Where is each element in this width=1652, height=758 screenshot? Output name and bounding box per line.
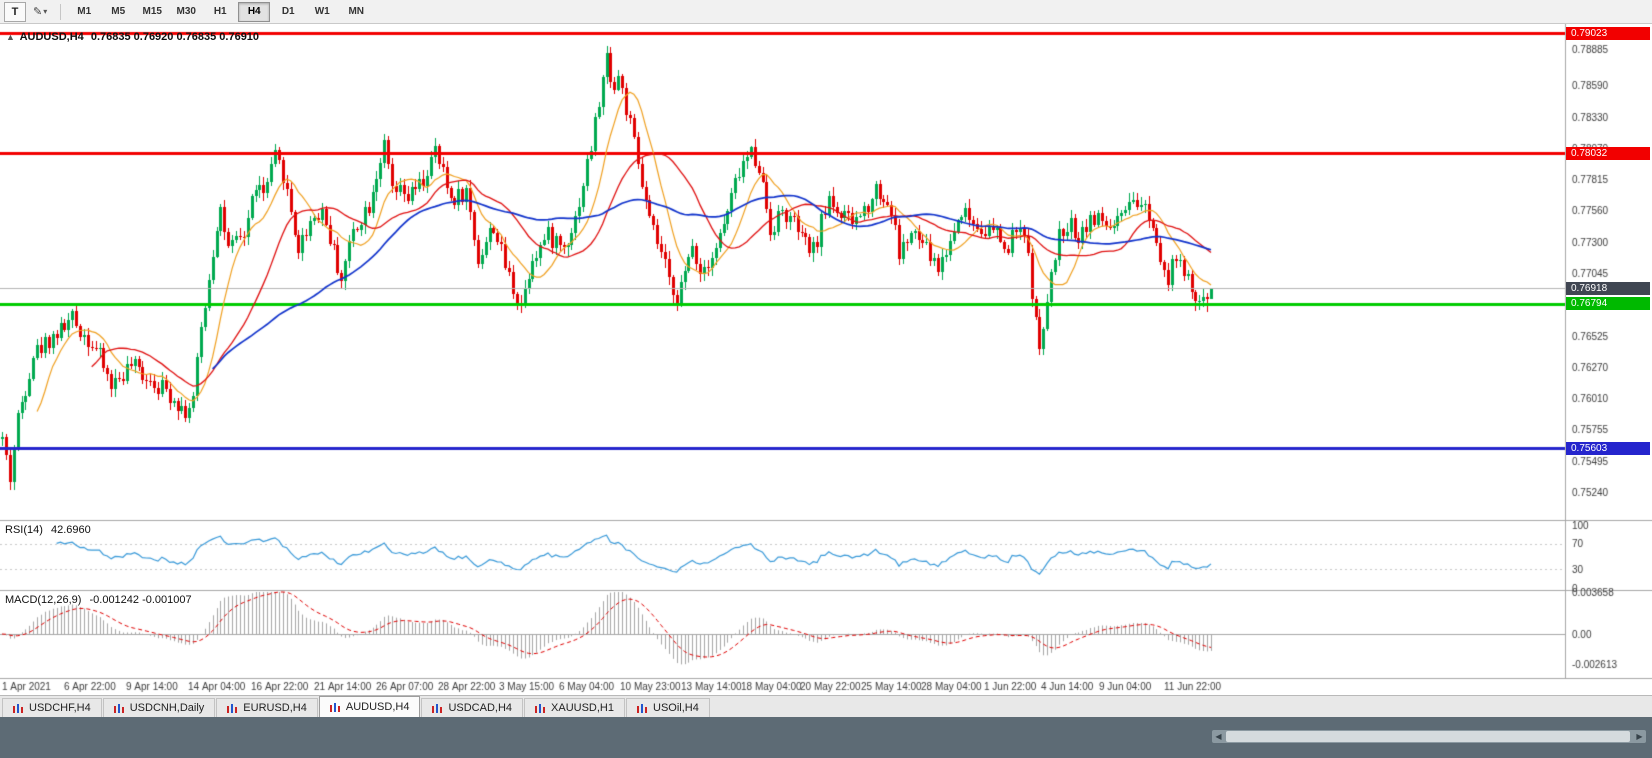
mini-chart-icon xyxy=(535,703,546,714)
chart-tab-label: USDCNH,Daily xyxy=(129,702,205,714)
mini-chart-icon xyxy=(227,703,238,714)
scroll-right-icon[interactable]: ▶ xyxy=(1636,732,1643,741)
macd-indicator-label: MACD(12,26,9) -0.001242 -0.001007 xyxy=(5,594,192,606)
toolbar-separator xyxy=(60,3,62,20)
top-toolbar: T ✎ ▾ M1 M5 M15 M30 H1 H4 D1 W1 MN xyxy=(0,0,1652,24)
rsi-name: RSI(14) xyxy=(5,524,43,536)
chart-tab-label: USDCHF,H4 xyxy=(29,702,91,714)
chart-tab-usoil[interactable]: USOil,H4 xyxy=(626,698,710,717)
chart-symbol-period: AUDUSD,H4 xyxy=(19,31,84,43)
chart-tab-label: AUDUSD,H4 xyxy=(345,701,410,713)
chart-tab-xauusd[interactable]: XAUUSD,H1 xyxy=(524,698,625,717)
macd-values: -0.001242 -0.001007 xyxy=(89,594,192,606)
chart-tab-label: EURUSD,H4 xyxy=(243,702,307,714)
macd-name: MACD(12,26,9) xyxy=(5,594,82,606)
timeframe-button-mn[interactable]: MN xyxy=(348,6,365,17)
chart-tab-label: USOil,H4 xyxy=(653,702,699,714)
chart-title: ▲ AUDUSD,H4 0.76835 0.76920 0.76835 0.76… xyxy=(6,31,263,43)
mini-chart-icon xyxy=(113,703,125,714)
chart-tab-bar: USDCHF,H4 USDCNH,Daily EURUSD,H4 AUDUSD,H4 U… xyxy=(0,695,1652,717)
timeframe-button-m1[interactable]: M1 xyxy=(77,6,92,17)
timeframe-button-d1[interactable]: D1 xyxy=(281,6,295,17)
chart-canvas[interactable] xyxy=(0,24,1652,695)
timeframe-button-m5[interactable]: M5 xyxy=(111,6,126,17)
chart-symbol-icon: ▲ xyxy=(6,32,15,42)
scroll-left-icon[interactable]: ◀ xyxy=(1215,732,1222,741)
mini-chart-icon xyxy=(637,703,648,714)
scrollbar-thumb[interactable] xyxy=(1226,731,1630,742)
cursor-tool-button[interactable]: ✎ ▾ xyxy=(29,3,51,21)
price-badge-0.76794[interactable]: 0.76794 xyxy=(1566,297,1650,310)
chart-tab-usdcnh[interactable]: USDCNH,Daily xyxy=(102,698,216,717)
mini-chart-icon xyxy=(13,703,24,714)
timeframe-button-m30[interactable]: M30 xyxy=(176,6,196,17)
mini-chart-icon xyxy=(432,703,443,714)
rsi-indicator-label: RSI(14) 42.6960 xyxy=(5,524,91,536)
price-badge-0.76918: 0.76918 xyxy=(1566,281,1650,295)
chart-tab-eurusd[interactable]: EURUSD,H4 xyxy=(216,698,318,717)
timeframe-button-h1[interactable]: H1 xyxy=(213,6,227,17)
chart-tab-usdcad[interactable]: USDCAD,H4 xyxy=(421,698,524,717)
horizontal-scrollbar[interactable]: ◀ ▶ xyxy=(1212,730,1646,743)
rsi-value: 42.6960 xyxy=(50,524,91,536)
timeframe-button-w1[interactable]: W1 xyxy=(314,6,330,17)
chart-tab-usdchf[interactable]: USDCHF,H4 xyxy=(2,698,102,717)
price-badge-0.75603[interactable]: 0.75603 xyxy=(1566,441,1650,455)
timeframe-button-m15[interactable]: M15 xyxy=(142,6,162,17)
toolbar-handle-button[interactable]: T xyxy=(4,1,26,22)
bottom-bar: ◀ ▶ xyxy=(0,717,1652,758)
chevron-down-icon: ▾ xyxy=(43,7,48,16)
chart-ohlc-values: 0.76835 0.76920 0.76835 0.76910 xyxy=(90,31,260,43)
timeframe-button-h4[interactable]: H4 xyxy=(238,1,271,22)
chart-tab-label: USDCAD,H4 xyxy=(448,702,513,714)
chart-tab-label: XAUUSD,H1 xyxy=(551,702,614,714)
timeframe-row: M1 M5 M15 M30 H1 H4 D1 W1 MN xyxy=(68,1,374,22)
chart-tab-audusd[interactable]: AUDUSD,H4 xyxy=(318,696,421,717)
pen-icon: ✎ xyxy=(33,6,43,18)
mini-chart-icon xyxy=(329,702,341,713)
price-badge-0.78032[interactable]: 0.78032 xyxy=(1566,146,1650,160)
price-badge-0.79023[interactable]: 0.79023 xyxy=(1566,26,1650,40)
